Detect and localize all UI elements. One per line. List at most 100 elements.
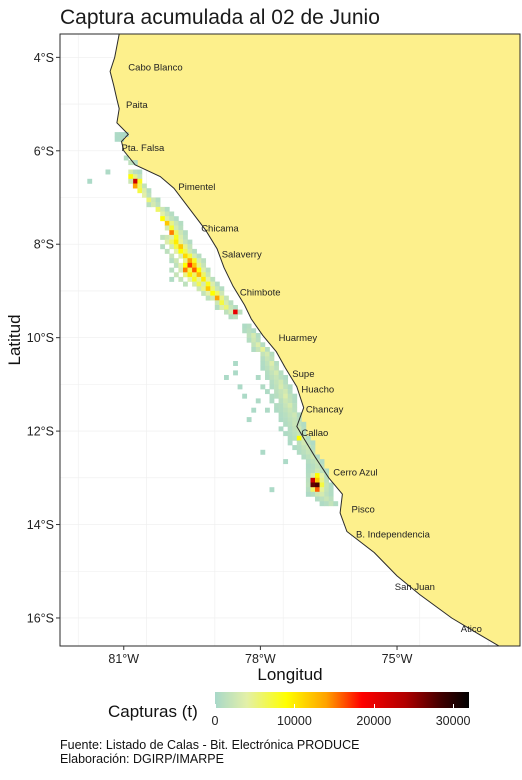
catch-cell [292,412,298,418]
catch-cell [265,351,270,357]
catch-cell [328,491,334,497]
catch-cell [260,449,266,455]
catch-cell [146,192,152,198]
catch-cell [255,347,261,352]
place-label: B. Independencia [356,530,431,541]
catch-cell [255,337,261,343]
catch-cell [228,309,234,315]
catch-cell [242,328,248,334]
catch-cell [287,403,293,409]
catch-cell [173,225,179,231]
place-label: Pta. Falsa [122,143,165,154]
catch-cell [296,431,302,437]
catch-cell [183,258,188,264]
catch-cell [173,258,179,264]
catch-cell [319,468,325,474]
catch-cell [315,496,320,502]
catch-cell [114,132,120,138]
catch-cell [128,174,134,180]
catch-cell [160,211,166,217]
catch-cell [201,276,207,282]
legend-tick-label: 20000 [356,714,392,728]
y-tick-label: 4°S [34,51,54,65]
place-label: Cabo Blanco [128,62,182,73]
catch-cell [301,440,307,446]
land-layer [110,34,520,646]
legend-title: Capturas (t) [108,702,198,721]
place-label: Pisco [352,504,375,515]
catch-cell [287,421,293,427]
catch-cell [205,276,211,282]
catch-cell [155,206,161,212]
catch-cell [160,234,166,240]
catch-cell [210,290,216,296]
map-title: Captura acumulada al 02 de Junio [60,6,380,29]
catch-cell [274,403,279,409]
catch-cell [283,417,289,423]
catch-cell [324,477,330,483]
catch-cell [292,426,298,432]
catch-cell [319,501,325,507]
catch-cell [233,309,238,315]
catch-cell [269,361,275,366]
catch-cell [310,477,316,483]
catch-cell [274,389,279,395]
place-label: Cerro Azul [333,468,377,479]
catch-cell [169,276,175,282]
catch-cell [137,174,143,180]
x-tick-label: 78°W [245,652,276,666]
catch-cell [192,272,197,278]
catch-cell [301,454,307,460]
catch-cell [305,463,311,469]
catch-cell [169,211,175,217]
catch-cell [269,379,275,385]
catch-cell [178,230,184,236]
catch-cell [269,365,275,371]
catch-cell [237,309,243,315]
catch-cell [251,342,257,348]
catch-cell [146,202,152,208]
catch-cell [324,496,330,502]
catch-cell [278,375,284,380]
catch-cell [187,258,193,264]
catch-cell [296,445,302,451]
catch-cell [173,272,179,278]
catch-cell [287,412,293,418]
catch-cell [164,220,170,226]
catch-cell [269,398,275,404]
y-tick-label: 14°S [27,518,54,532]
catch-cell [283,459,289,465]
catch-cell [192,281,197,287]
catch-cell [278,403,284,409]
catch-cell [219,290,225,296]
catch-cell [296,449,302,455]
place-label: Salaverry [222,249,262,260]
catch-cell [142,188,147,194]
catch-cell [278,407,284,413]
catch-cell [233,314,238,320]
catch-cell [324,487,330,493]
catch-cell [164,211,170,217]
catch-cell [260,365,266,371]
catch-cell [283,389,289,395]
catch-cell [287,393,293,399]
catch-cell [164,206,170,212]
catch-cell [201,286,207,292]
catch-cell [283,384,289,390]
catch-cell [260,342,266,348]
catch-cell [269,370,275,376]
catch-cell [178,267,184,273]
catch-cell [274,370,279,376]
catch-cell [178,220,184,226]
place-label: Chancay [306,404,344,415]
catch-cell [214,305,220,310]
catch-cell [255,375,261,380]
y-tick-label: 10°S [27,331,54,345]
catch-cell [260,347,266,352]
catch-cell [305,459,311,465]
catch-cell [278,370,284,376]
catch-cell [123,132,129,138]
catch-cell [278,412,284,418]
catch-cell [178,276,184,282]
catch-cell [287,417,293,423]
